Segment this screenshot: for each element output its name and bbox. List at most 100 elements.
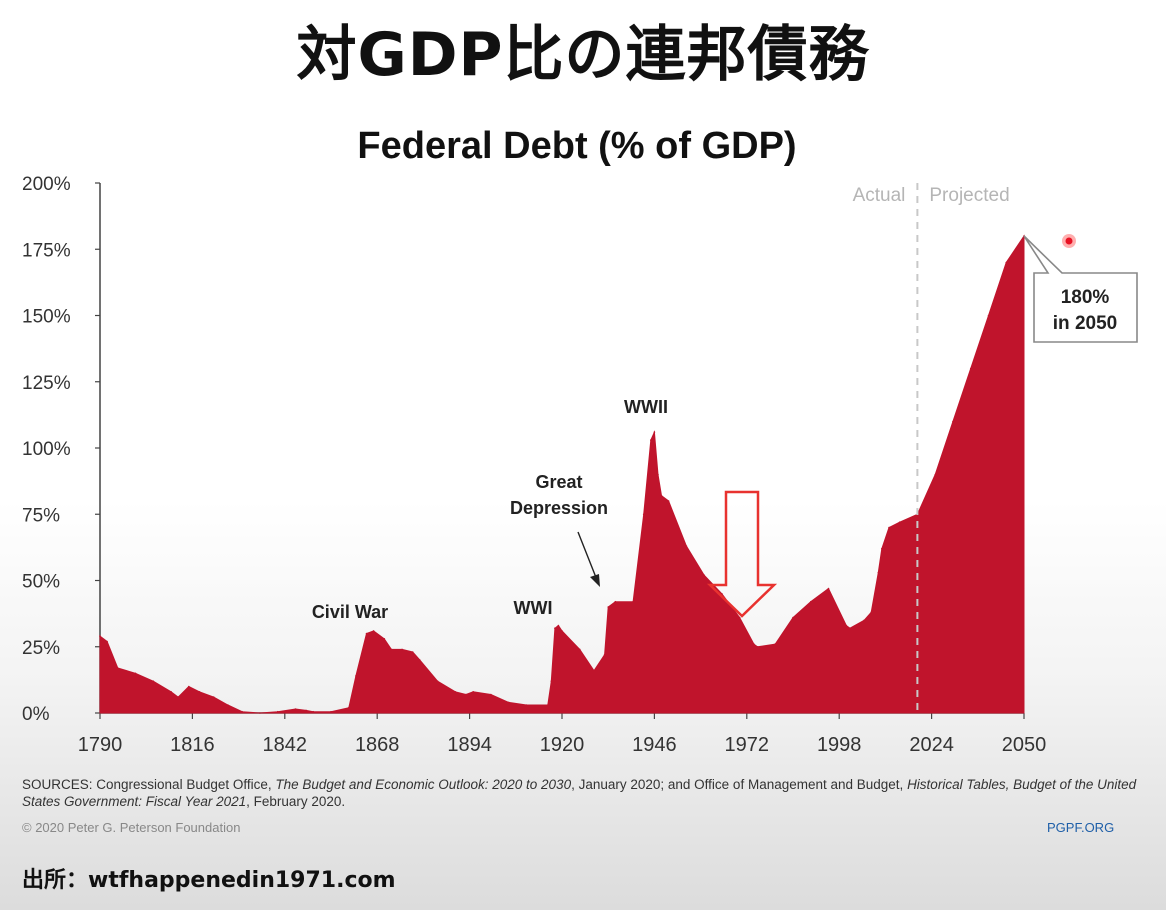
y-tick-label: 75% <box>22 505 60 526</box>
data-point <box>934 473 936 476</box>
sources-mid: , January 2020; and Office of Management… <box>571 777 908 792</box>
source-credit: 出所：wtfhappenedin1971.com <box>22 868 396 893</box>
data-point <box>227 704 229 706</box>
data-point <box>881 547 883 550</box>
data-point <box>987 314 990 317</box>
data-point <box>827 587 830 590</box>
data-point <box>259 712 261 714</box>
data-point <box>557 624 560 627</box>
data-point <box>642 513 645 516</box>
y-tick-label: 125% <box>22 373 71 394</box>
data-point <box>507 701 510 704</box>
data-point <box>372 630 375 632</box>
callout-year: in 2050 <box>1053 313 1117 334</box>
data-point <box>106 640 108 643</box>
data-point <box>738 616 741 619</box>
x-tick-label: 1842 <box>263 734 308 756</box>
x-tick-label: 1998 <box>817 734 862 756</box>
data-point <box>614 600 617 603</box>
data-point <box>550 680 553 682</box>
x-tick-label: 2050 <box>1002 734 1047 756</box>
data-point <box>465 693 467 696</box>
data-point <box>355 675 357 677</box>
data-point <box>117 667 119 669</box>
sources-prefix: SOURCES: Congressional Budget Office, <box>22 777 276 792</box>
depression-arrow-line <box>577 531 598 581</box>
data-point <box>401 648 403 651</box>
data-point <box>653 431 656 433</box>
data-point <box>312 710 315 713</box>
x-tick-label: 1946 <box>632 734 677 756</box>
data-point <box>348 706 350 709</box>
data-point <box>593 669 595 672</box>
data-point <box>561 630 563 632</box>
data-point <box>1005 261 1007 264</box>
data-point <box>390 648 393 651</box>
data-point <box>472 691 475 693</box>
chart-annotations: Actual Projected Civil War WWI Great Depressi… <box>312 183 1138 713</box>
data-point <box>845 624 848 627</box>
y-tick-label: 175% <box>22 240 71 261</box>
data-point <box>305 709 307 712</box>
data-point <box>660 494 663 497</box>
data-point <box>952 420 954 423</box>
projected-label: Projected <box>929 185 1009 206</box>
data-point <box>330 710 332 713</box>
y-tick-label: 150% <box>22 307 71 328</box>
sources-title-2: Historical Tables, Budget of the United … <box>22 777 1137 809</box>
chart-marks <box>99 234 1025 714</box>
y-tick-label: 100% <box>22 439 71 460</box>
data-point <box>525 704 528 706</box>
x-tick-label: 2024 <box>909 734 954 756</box>
data-point <box>198 691 201 693</box>
data-point <box>603 653 606 656</box>
y-tick-label: 50% <box>22 572 60 593</box>
data-point <box>657 473 659 476</box>
civil-war-label: Civil War <box>312 602 388 622</box>
sources-note: SOURCES: Congressional Budget Office, Th… <box>22 776 1142 810</box>
axes: 0% 25% 50% 75% 100% 125% 150% 175% 200% 1790 1816 1… <box>22 174 1046 756</box>
y-tick-label: 200% <box>22 174 71 195</box>
x-tick-label: 1868 <box>355 734 400 756</box>
data-point <box>152 680 155 682</box>
data-point <box>188 685 190 688</box>
y-tick-label: 0% <box>22 704 50 725</box>
slide-title: 対GDP比の連邦債務 <box>296 20 870 90</box>
data-point <box>792 616 794 619</box>
data-point <box>703 574 705 576</box>
data-point <box>632 600 634 603</box>
callout-value: 180% <box>1061 287 1110 308</box>
depression-arrow-head <box>590 574 600 587</box>
chart-title: Federal Debt (% of GDP) <box>357 125 796 167</box>
data-point <box>365 632 368 635</box>
callout-box <box>1023 235 1138 343</box>
data-point <box>383 638 386 640</box>
data-point <box>490 693 492 696</box>
sources-suffix: , February 2020. <box>246 794 346 809</box>
data-point <box>547 704 549 706</box>
great-depression-label: Great <box>535 472 582 492</box>
sources-title-1: The Budget and Economic Outlook: 2020 to… <box>275 777 572 792</box>
data-point <box>276 710 279 713</box>
x-tick-label: 1790 <box>78 734 123 756</box>
data-point <box>607 606 609 608</box>
actual-label: Actual <box>853 185 906 206</box>
wwii-label: WWII <box>624 397 668 417</box>
site-link[interactable]: PGPF.ORG <box>1047 820 1115 835</box>
wwi-label: WWI <box>514 598 553 618</box>
y-tick-label: 25% <box>22 638 60 659</box>
data-point <box>667 500 670 502</box>
data-point <box>99 635 101 637</box>
great-depression-label-2: Depression <box>510 498 608 518</box>
data-point <box>810 600 812 603</box>
data-point <box>863 619 865 622</box>
data-point <box>134 672 137 675</box>
pointer-dot <box>1065 237 1073 245</box>
data-point <box>849 627 851 629</box>
data-point <box>411 651 414 653</box>
data-point <box>170 691 172 693</box>
data-point <box>870 611 872 614</box>
data-point <box>212 696 215 698</box>
data-point <box>969 367 972 370</box>
